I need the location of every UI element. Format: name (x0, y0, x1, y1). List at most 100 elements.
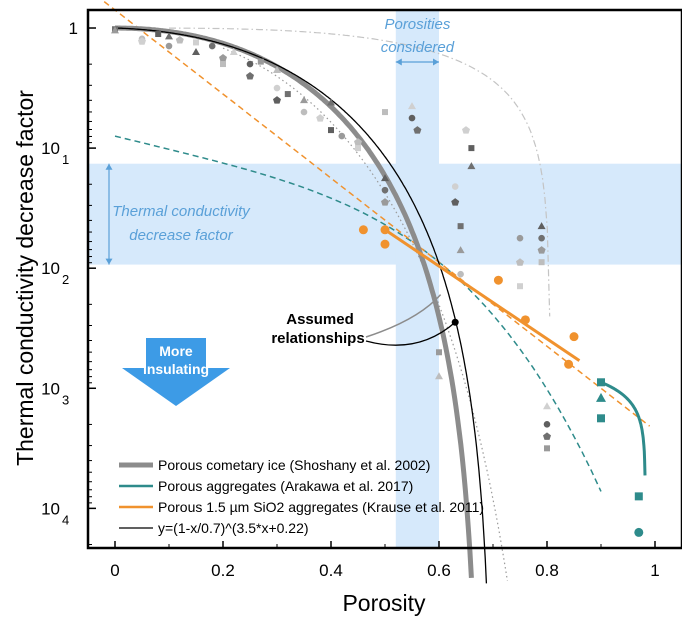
cometary-ice-point (451, 183, 459, 190)
cometary-ice-point (538, 259, 545, 266)
sio2-point (380, 239, 390, 249)
cometary-ice-point (165, 32, 173, 40)
cometary-ice-point (193, 39, 199, 46)
cometary-ice-point (382, 109, 388, 116)
x-tick-label: 1 (650, 561, 659, 580)
aggregates-point (634, 492, 643, 501)
cometary-ice-point (155, 31, 162, 38)
y-tick-exponent: 4 (62, 512, 69, 527)
porosities-considered-band (395, 10, 439, 548)
assumed-point-marker (451, 318, 459, 326)
cometary-ice-point (246, 72, 254, 80)
legend-label-formula: y=(1-x/0.7)^(3.5*x+0.22) (158, 520, 309, 536)
cometary-ice-point (435, 372, 443, 380)
cometary-ice-point (543, 402, 551, 410)
cometary-ice-point (381, 174, 389, 182)
x-tick-label: 0.4 (319, 561, 343, 580)
assumed-relationships-label-line2: relationships (271, 330, 364, 347)
gray-dotted-curve (222, 47, 508, 581)
y-tick-label: 10 (41, 259, 60, 278)
cometary-ice-point (192, 48, 200, 56)
cometary-ice-point (165, 42, 173, 50)
cometary-ice-point (328, 127, 334, 134)
legend-label-sio2: Porous 1.5 µm SiO2 aggregates (Krause et… (158, 499, 484, 515)
sio2-point (380, 225, 390, 235)
cometary-ice-point (300, 96, 308, 104)
more-insulating-arrow-icon (122, 338, 230, 406)
assumed-relationships-label: Assumed (286, 311, 354, 328)
cometary-ice-point (284, 91, 291, 98)
data-points (111, 26, 644, 537)
y-tick-label: 10 (41, 379, 60, 398)
orange-dashed-curve (103, 1, 651, 427)
cometary-ice-point (338, 132, 346, 140)
legend: Porous cometary ice (Shoshany et al. 200… (119, 457, 484, 536)
x-tick-label: 0.6 (427, 561, 451, 580)
cometary-ice-point (516, 258, 524, 266)
cometary-ice-point (300, 108, 308, 116)
legend-label-aggregates: Porous aggregates (Arakawa et al. 2017) (158, 478, 413, 494)
cometary-ice-point (257, 58, 264, 65)
y-axis-title: Thermal conductivity decrease factor (12, 90, 38, 466)
more-insulating-label: More (159, 343, 193, 359)
cometary-ice-point (219, 54, 227, 62)
assumed-pointer-black (365, 321, 456, 346)
cometary-ice-point (355, 145, 361, 152)
cometary-ice-point (457, 223, 464, 230)
cometary-ice-point (381, 198, 389, 206)
cometary-ice-point (467, 162, 476, 170)
cometary-ice-point (451, 198, 460, 206)
aggregates-fit-curve (600, 380, 647, 476)
x-tick-label: 0 (110, 561, 119, 580)
cometary-ice-point (456, 246, 465, 254)
sio2-point (358, 225, 368, 235)
cometary-ice-point (220, 61, 226, 68)
cometary-ice-point (543, 432, 551, 440)
y-tick-exponent: 2 (62, 272, 69, 287)
cometary-ice-point (436, 349, 442, 356)
cometary-ice-point (175, 36, 184, 44)
cometary-ice-point (538, 234, 545, 242)
y-tick-label: 10 (41, 139, 60, 158)
cometary-ice-point (138, 37, 146, 45)
sio2-point (564, 359, 574, 369)
more-insulating-label-line2: insulating (143, 361, 209, 377)
porosities-considered-label: Porosities (384, 16, 450, 33)
cometary-ice-point (111, 26, 119, 34)
assumed-pointer-gray (365, 294, 442, 338)
cometary-ice-point (273, 96, 281, 104)
aggregates-point (596, 392, 606, 402)
x-tick-label: 0.8 (535, 561, 559, 580)
cometary-ice-point (543, 421, 551, 428)
cometary-ice-point (462, 126, 470, 134)
sio2-point (569, 332, 579, 342)
x-axis-title: Porosity (342, 590, 426, 616)
formula-curve (114, 27, 488, 584)
aggregates-point (634, 527, 644, 537)
cometary-ice-point (457, 270, 464, 278)
cometary-ice-point (354, 138, 362, 146)
decrease-factor-label: Thermal conductivity (112, 203, 251, 220)
cometary-ice-point (316, 114, 325, 122)
sio2-point (520, 315, 530, 325)
cometary-ice-point (413, 126, 422, 134)
cometary-ice-point (537, 246, 546, 254)
cometary-ice-point (273, 84, 281, 92)
x-tick-label: 0.2 (211, 561, 235, 580)
aggregates-point (597, 378, 605, 387)
cometary-ice-point (408, 102, 416, 110)
aggregates-point (597, 414, 605, 423)
decrease-factor-label-line2: decrease factor (129, 227, 233, 244)
cometary-ice-point (246, 60, 254, 68)
cometary-ice-point (516, 234, 524, 242)
teal-dashed-curve (114, 135, 602, 492)
cometary-ice-point (327, 98, 335, 106)
gray-dash-dot-curve (169, 27, 551, 317)
cometary-ice-point (517, 283, 523, 290)
sio2-point (493, 275, 503, 285)
curves (103, 1, 651, 584)
cometary-ice-point (408, 114, 416, 122)
cometary-ice-point (544, 445, 550, 452)
